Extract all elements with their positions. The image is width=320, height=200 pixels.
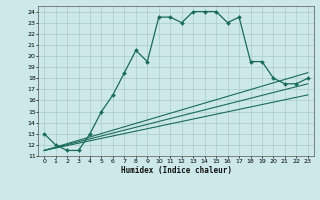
X-axis label: Humidex (Indice chaleur): Humidex (Indice chaleur) [121,166,231,175]
